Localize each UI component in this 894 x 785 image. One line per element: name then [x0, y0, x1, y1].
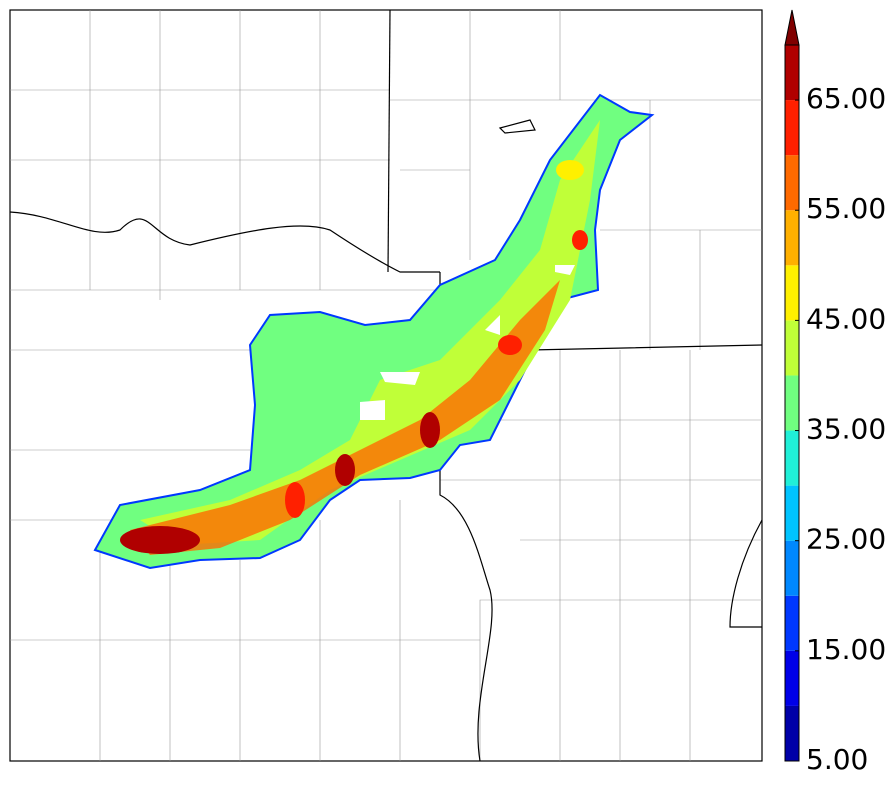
colorbar-tick-label: 25.00 — [806, 523, 886, 556]
colorbar-tick-label: 45.00 — [806, 302, 886, 335]
colorbar-segment — [785, 265, 799, 321]
colorbar-tick-label: 55.00 — [806, 192, 886, 225]
precip-swath — [93, 93, 655, 570]
colorbar-tick-label: 65.00 — [806, 82, 886, 115]
colorbar-tick-label: 5.00 — [806, 743, 868, 776]
colorbar-segment — [785, 100, 799, 156]
colorbar-segment — [785, 540, 799, 596]
colorbar-segment — [785, 375, 799, 431]
colorbar-extend — [784, 9, 800, 46]
colorbar-tick-label: 35.00 — [806, 413, 886, 446]
colorbar-segment — [785, 155, 799, 211]
colorbar-segment — [785, 210, 799, 266]
colorbar-segment — [785, 595, 799, 651]
colorbar-frame — [784, 44, 800, 762]
county-lines — [10, 10, 762, 761]
colorbar-segment — [785, 430, 799, 486]
map — [9, 9, 763, 762]
colorbar: 5.00 15.00 25.00 35.00 45.00 55.00 65.00 — [784, 9, 886, 776]
colorbar-tick-label: 15.00 — [806, 633, 886, 666]
colorbar-segment — [785, 485, 799, 541]
colorbar-segment — [785, 45, 799, 101]
colorbar-segment — [785, 650, 799, 706]
colorbar-segment — [785, 705, 799, 761]
colorbar-segment — [785, 320, 799, 376]
